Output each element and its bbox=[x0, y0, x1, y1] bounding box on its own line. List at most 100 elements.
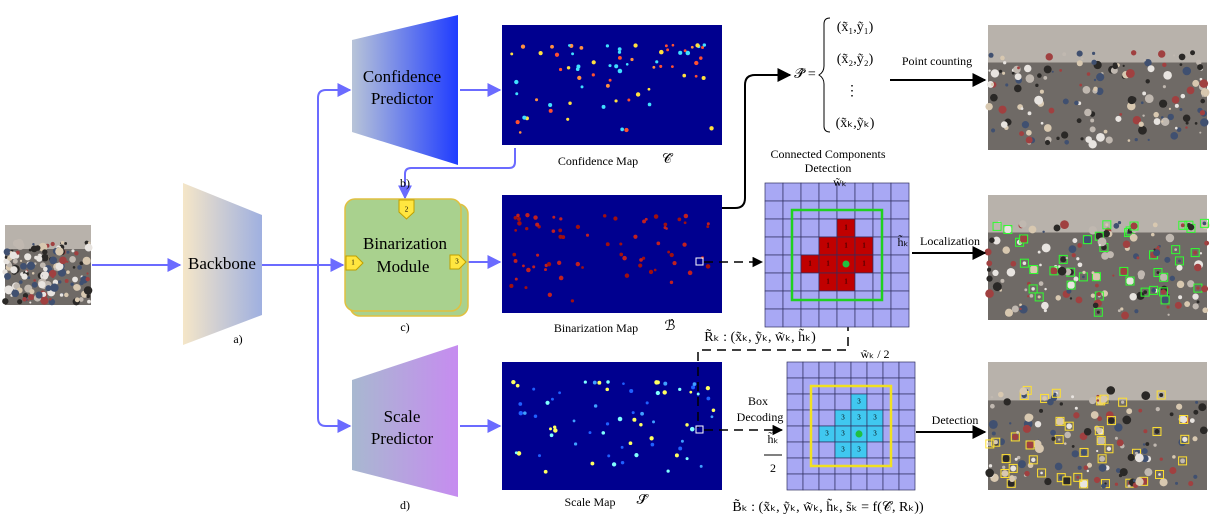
photo-blob bbox=[1181, 223, 1185, 227]
grid-cell bbox=[883, 362, 899, 378]
photo-blob bbox=[1170, 276, 1175, 281]
photo-blob bbox=[1199, 132, 1201, 134]
photo-blob bbox=[1056, 417, 1064, 425]
photo-blob bbox=[1131, 50, 1136, 55]
photo-blob bbox=[989, 420, 998, 429]
cell-label: 3 bbox=[857, 446, 861, 454]
photo-blob bbox=[1054, 393, 1057, 396]
photo-blob bbox=[1016, 431, 1019, 434]
map-dot bbox=[621, 461, 624, 464]
map-dot bbox=[517, 217, 521, 221]
photo-blob bbox=[1204, 241, 1209, 246]
map-dot bbox=[548, 103, 552, 107]
photo-blob bbox=[1190, 418, 1195, 423]
photo-blob bbox=[1201, 285, 1208, 292]
map-dot bbox=[521, 45, 525, 49]
photo-blob bbox=[1054, 225, 1061, 232]
photo-blob bbox=[1095, 284, 1099, 288]
formula: (x̃₂,ỹ₂) bbox=[837, 52, 874, 67]
grid-cell bbox=[867, 394, 883, 410]
photo-blob bbox=[1021, 107, 1024, 110]
map-dot bbox=[594, 404, 597, 407]
photo-blob bbox=[21, 273, 27, 279]
formula: (x̃ₖ,ỹₖ) bbox=[836, 116, 875, 131]
photo-blob bbox=[1041, 122, 1044, 125]
cell-label: 1 bbox=[826, 260, 830, 268]
photo-blob bbox=[1200, 110, 1205, 115]
photo-blob bbox=[1145, 442, 1149, 446]
photo-blob bbox=[1005, 309, 1013, 317]
map-dot bbox=[682, 74, 686, 78]
grid-cell bbox=[899, 474, 915, 490]
photo-blob bbox=[1007, 268, 1016, 277]
photo-blob bbox=[1076, 476, 1079, 479]
photo-blob bbox=[1097, 292, 1101, 296]
photo-blob bbox=[1072, 238, 1077, 243]
map-dot bbox=[511, 380, 515, 384]
photo-blob bbox=[1138, 409, 1142, 413]
photo-blob bbox=[1172, 96, 1180, 104]
photo-blob bbox=[1139, 128, 1142, 131]
node-label: Module bbox=[377, 257, 430, 276]
photo-blob bbox=[1157, 246, 1160, 249]
formula: 2 bbox=[770, 461, 776, 475]
photo-blob bbox=[1076, 297, 1083, 304]
photo-blob bbox=[1045, 140, 1050, 145]
grid-cell bbox=[899, 426, 915, 442]
photo-blob bbox=[1126, 408, 1132, 414]
photo-blob bbox=[1153, 444, 1156, 447]
photo-blob bbox=[64, 293, 68, 297]
grid-cell bbox=[819, 474, 835, 490]
edge-label: Localization bbox=[920, 234, 980, 248]
photo-blob bbox=[69, 256, 76, 263]
photo-blob bbox=[42, 271, 49, 278]
map-dot bbox=[652, 66, 655, 69]
map-dot bbox=[664, 226, 667, 229]
map-dot bbox=[699, 56, 702, 59]
photo-blob bbox=[992, 270, 998, 276]
photo-blob bbox=[1161, 289, 1166, 294]
map-dot bbox=[703, 43, 706, 46]
map-dot bbox=[697, 393, 700, 396]
photo-blob bbox=[1060, 402, 1063, 405]
map-symbol: 𝒮̂ bbox=[637, 493, 650, 508]
map-dot bbox=[544, 268, 547, 271]
photo-blob bbox=[1091, 60, 1096, 65]
photo-blob bbox=[999, 70, 1002, 73]
map-dot bbox=[706, 264, 711, 269]
photo-blob bbox=[1004, 226, 1012, 234]
map-dot bbox=[605, 388, 609, 392]
photo-blob bbox=[998, 392, 1004, 398]
node-label: Predictor bbox=[371, 429, 434, 448]
map-dot bbox=[670, 281, 673, 284]
photo-blob bbox=[1168, 114, 1174, 120]
map-dot bbox=[576, 67, 580, 71]
map-dot bbox=[627, 99, 630, 102]
grid-cell bbox=[783, 183, 801, 201]
formula: w̃ₖ bbox=[833, 175, 847, 189]
photo-blob bbox=[1178, 259, 1181, 262]
photo-blob bbox=[1120, 268, 1127, 275]
photo-blob bbox=[1143, 429, 1147, 433]
photo-blob bbox=[1172, 455, 1176, 459]
photo-blob bbox=[1187, 280, 1194, 287]
cell-label: 3 bbox=[857, 414, 861, 422]
photo-blob bbox=[1180, 63, 1183, 66]
grid-cell bbox=[851, 474, 867, 490]
grid-cell bbox=[851, 362, 867, 378]
photo-blob bbox=[1203, 221, 1207, 225]
photo-blob bbox=[1073, 412, 1079, 418]
map-dot bbox=[510, 52, 513, 55]
map-dot bbox=[549, 427, 552, 430]
photo-blob bbox=[1151, 288, 1156, 293]
photo-blob bbox=[1200, 79, 1209, 88]
photo-blob bbox=[1075, 407, 1078, 410]
grid-cell bbox=[801, 219, 819, 237]
map-dot bbox=[519, 411, 523, 415]
photo-blob bbox=[993, 222, 1001, 230]
grid-cell bbox=[867, 362, 883, 378]
photo-blob bbox=[4, 273, 11, 280]
map-dot bbox=[656, 380, 660, 384]
photo-blob bbox=[1056, 137, 1059, 140]
photo-blob bbox=[1162, 63, 1166, 67]
